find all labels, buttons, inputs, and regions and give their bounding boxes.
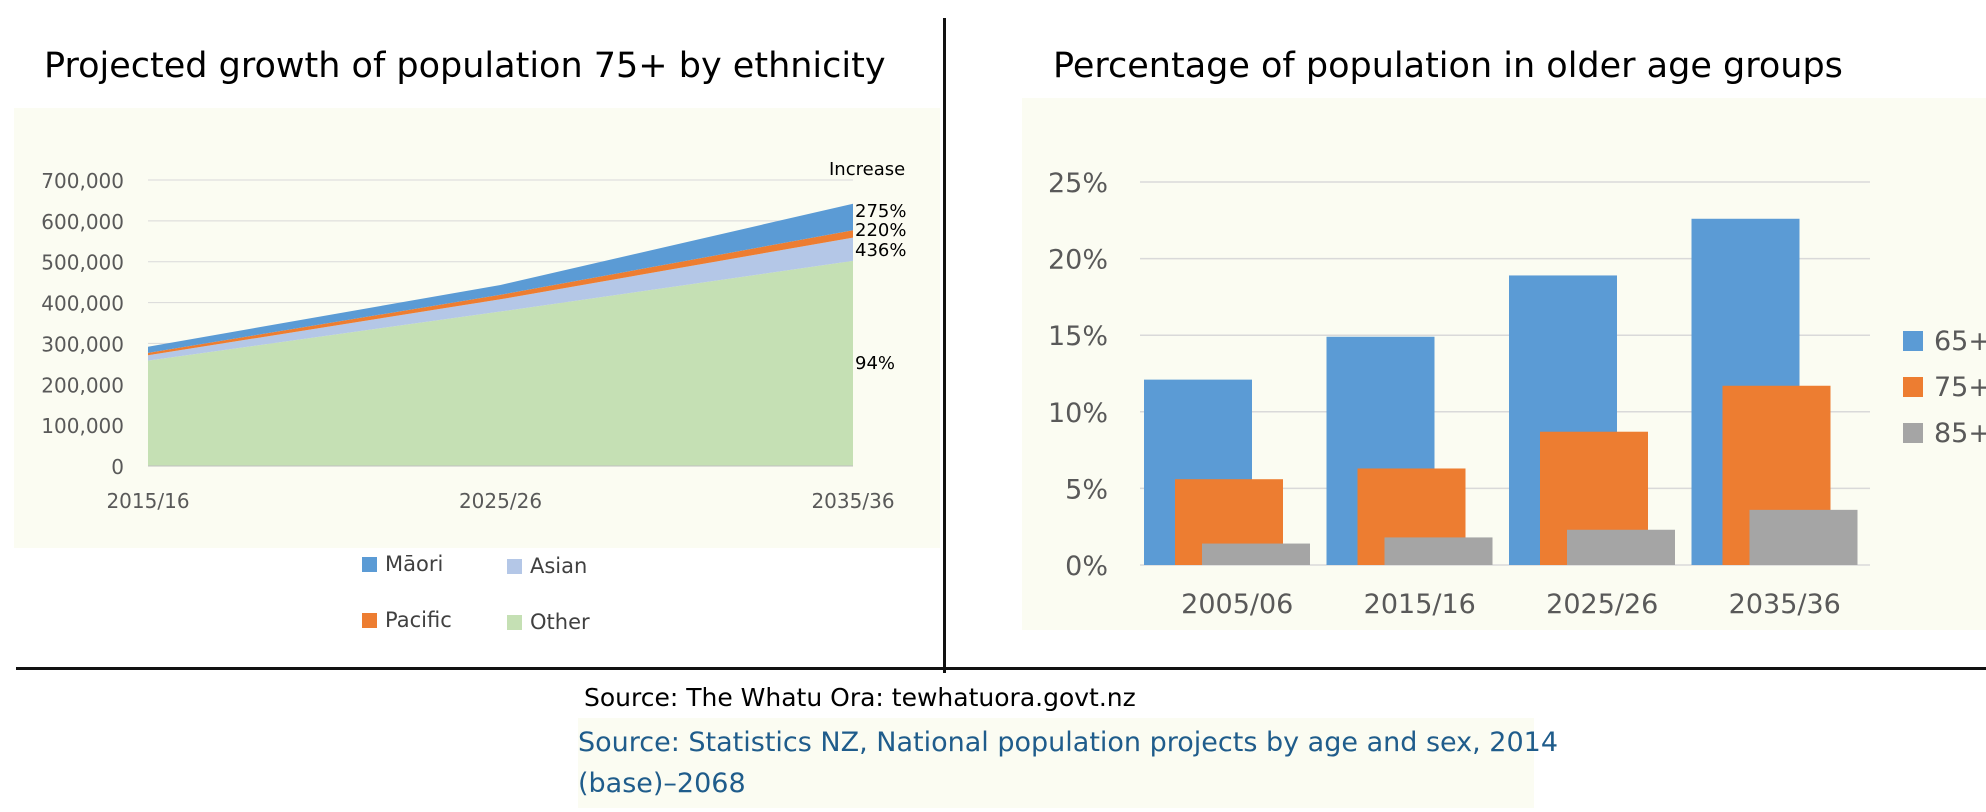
bar-legend-label: 85+ — [1934, 418, 1986, 449]
area-chart: 0 100,000 200,000 300,000 400,000 500,000 600,… — [41, 159, 906, 513]
bar-legend-label: 65+ — [1934, 326, 1986, 357]
area-x-tick-label: 2025/26 — [459, 489, 542, 513]
area-y-tick-label: 200,000 — [41, 373, 124, 397]
bar-85plus-2005-06 — [1202, 543, 1310, 565]
bar-y-tick-label: 15% — [1048, 321, 1108, 352]
area-y-tick-label: 500,000 — [41, 251, 124, 275]
area-chart-legend: Māori Asian Pacific Other — [0, 0, 945, 660]
area-series-pacific — [148, 230, 853, 356]
area-y-tick-label: 700,000 — [41, 169, 124, 193]
bar-x-tick-label: 2035/36 — [1729, 589, 1841, 620]
bar-x-tick-label: 2005/06 — [1181, 589, 1293, 620]
legend-item-maori: Māori — [362, 552, 443, 576]
area-series-asian — [148, 237, 853, 361]
bar-legend-swatch — [1903, 423, 1923, 443]
legend-swatch-asian — [507, 558, 522, 574]
area-series-other — [148, 260, 853, 466]
area-series-mori — [148, 203, 853, 353]
source-line-2: Source: Statistics NZ, National populati… — [578, 727, 1559, 799]
bar-x-tick-label: 2025/26 — [1546, 589, 1658, 620]
legend-label-other: Other — [530, 610, 590, 634]
area-y-tick-label: 400,000 — [41, 292, 124, 316]
bar-legend-swatch — [1903, 331, 1923, 351]
legend-swatch-maori — [362, 556, 377, 572]
area-y-tick-label: 0 — [111, 455, 124, 479]
area-y-tick-label: 600,000 — [41, 210, 124, 234]
bar-legend-swatch — [1903, 377, 1923, 397]
horizontal-divider — [16, 667, 1986, 670]
area-annotation-header: Increase — [829, 159, 905, 180]
legend-swatch-other — [507, 614, 522, 630]
legend-item-asian: Asian — [507, 554, 587, 578]
area-x-tick-label: 2035/36 — [811, 489, 894, 513]
source-line-1: Source: The Whatu Ora: tewhatuora.govt.n… — [584, 683, 1136, 712]
legend-swatch-pacific — [362, 612, 377, 628]
bar-y-tick-label: 10% — [1048, 398, 1108, 429]
legend-item-pacific: Pacific — [362, 608, 452, 632]
area-increase-label: 94% — [855, 353, 895, 374]
bar-85plus-2025-26 — [1567, 529, 1675, 565]
left-chart-title: Projected growth of population 75+ by et… — [44, 46, 886, 86]
bar-y-tick-label: 0% — [1065, 551, 1108, 582]
legend-label-maori: Māori — [385, 552, 444, 576]
vertical-divider — [943, 18, 946, 673]
bar-y-tick-label: 25% — [1048, 168, 1108, 199]
area-increase-label: 436% — [855, 240, 906, 261]
source-2-background — [578, 718, 1534, 808]
bar-x-tick-label: 2015/16 — [1364, 589, 1476, 620]
bar-legend-label: 75+ — [1934, 372, 1986, 403]
bar-y-tick-label: 5% — [1065, 474, 1108, 505]
bar-85plus-2015-16 — [1384, 537, 1493, 565]
area-y-tick-label: 300,000 — [41, 332, 124, 356]
right-chart-title: Percentage of population in older age gr… — [1053, 46, 1843, 86]
area-y-tick-label: 100,000 — [41, 414, 124, 438]
bar-85plus-2035-36 — [1749, 509, 1858, 565]
legend-label-asian: Asian — [530, 554, 588, 578]
bar-chart: 0% 5% 10% 15% 20% 25% 2005/06 2015/16 2025/26 203… — [1048, 168, 1986, 620]
area-x-tick-label: 2015/16 — [106, 489, 189, 513]
bar-y-tick-label: 20% — [1048, 245, 1108, 276]
legend-item-other: Other — [507, 610, 590, 634]
legend-label-pacific: Pacific — [385, 608, 452, 632]
area-increase-label: 220% — [855, 220, 906, 241]
area-increase-label: 275% — [855, 201, 906, 222]
